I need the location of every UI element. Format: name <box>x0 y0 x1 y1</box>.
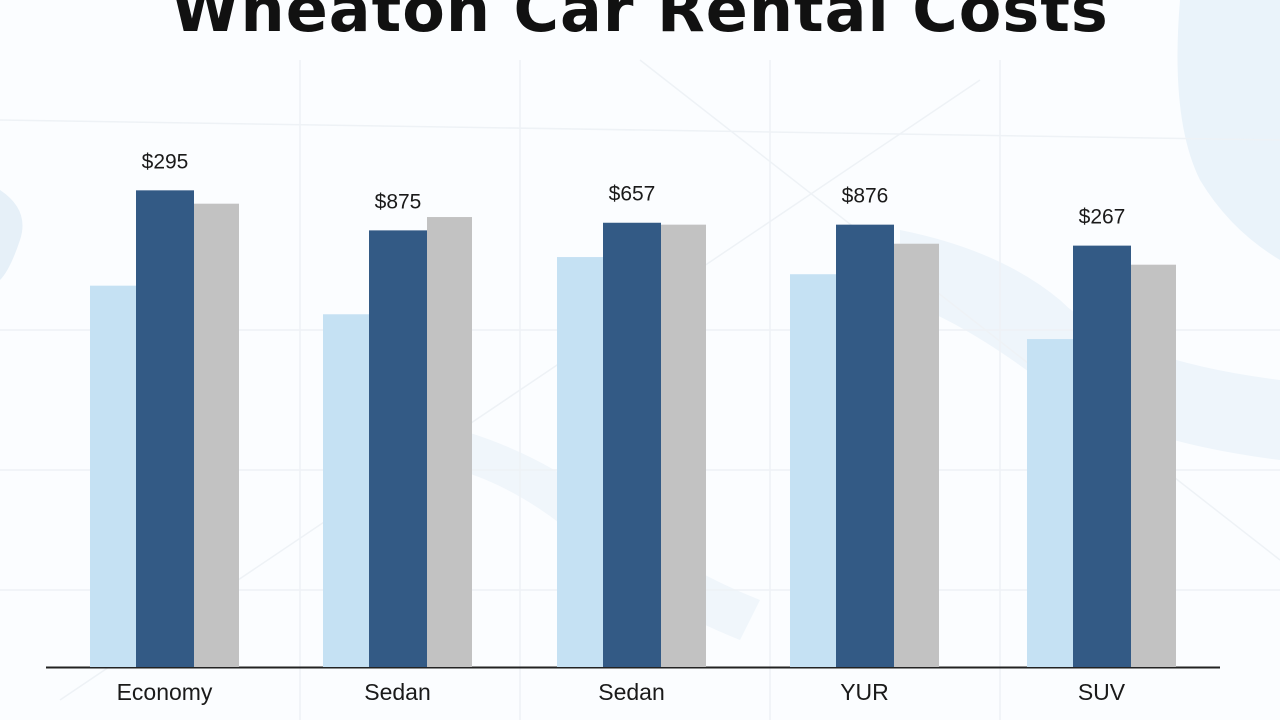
bar-series-2 <box>136 190 194 668</box>
bar-group <box>90 190 239 668</box>
data-label: $875 <box>375 190 422 213</box>
bar-series-3 <box>427 217 472 667</box>
x-tick-label: Economy <box>117 679 213 705</box>
data-label: $267 <box>1079 206 1126 229</box>
x-tick-label: SUV <box>1078 679 1126 705</box>
data-label: $876 <box>842 185 889 208</box>
bar-group <box>323 217 472 667</box>
chart-title: Wheaton Car Rental Costs <box>171 0 1109 46</box>
bar-series-3 <box>894 243 939 667</box>
bar-series-1 <box>90 285 137 667</box>
bar-series-2 <box>1073 245 1131 668</box>
data-label: $657 <box>609 183 656 206</box>
x-tick-label: Sedan <box>598 679 665 705</box>
bar-series-3 <box>1131 264 1176 667</box>
bar-series-3 <box>194 203 239 667</box>
x-tick-label: YUR <box>840 679 889 705</box>
bar-series-1 <box>790 274 837 667</box>
bar-series-1 <box>323 314 370 667</box>
bar-group <box>557 222 706 668</box>
bar-series-1 <box>1027 339 1074 667</box>
bar-group <box>1027 245 1176 668</box>
bar-series-2 <box>369 230 427 667</box>
data-label: $295 <box>142 150 189 173</box>
bar-series-3 <box>661 224 706 668</box>
bar-group <box>790 224 939 668</box>
bar-series-1 <box>557 257 604 667</box>
x-tick-label: Sedan <box>364 679 431 705</box>
bar-series-2 <box>836 224 894 668</box>
bar-series-2 <box>603 222 661 667</box>
